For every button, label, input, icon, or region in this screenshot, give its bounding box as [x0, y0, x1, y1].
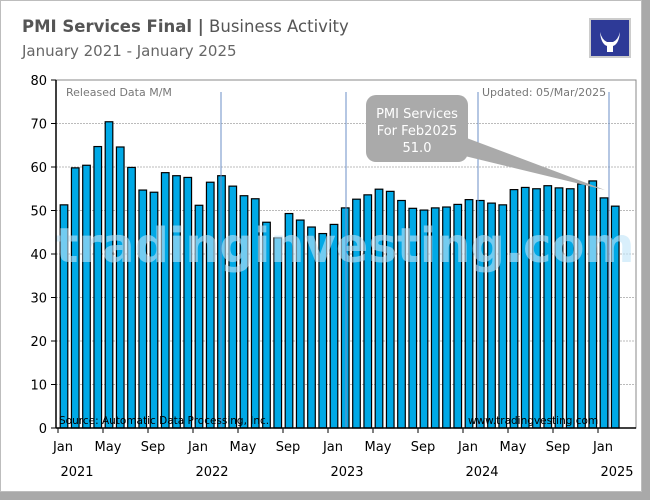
year-label: 2023 [330, 465, 363, 480]
bar-2021-02 [70, 167, 80, 429]
x-tick-label: Sep [141, 440, 166, 455]
callout: PMI Services For Feb2025 51.0 [366, 95, 605, 190]
y-tick-label: 60 [30, 161, 47, 176]
bar-2021-06 [115, 146, 125, 429]
bar-2021-10 [160, 172, 170, 429]
year-label: 2024 [465, 465, 498, 480]
bar-2021-05 [104, 121, 114, 429]
bar-2021-04 [93, 145, 103, 429]
y-tick-label: 30 [30, 292, 47, 307]
y-tick-label: 80 [30, 74, 47, 89]
callout-line-3: 51.0 [403, 141, 432, 156]
x-tick-label: Jan [457, 440, 478, 455]
callout-line-2: For Feb2025 [377, 124, 458, 139]
x-tick-label: Jan [52, 440, 73, 455]
x-tick-label: May [230, 440, 257, 455]
x-tick-label: Sep [411, 440, 436, 455]
y-tick-label: 10 [30, 379, 47, 394]
bar-2021-03 [82, 164, 91, 429]
chart-title: PMI Services Final | Business Activity [22, 17, 349, 36]
x-tick-label: Jan [592, 440, 613, 455]
watermark: tradinginvesting.com [56, 218, 635, 274]
year-label: 2025 [600, 465, 633, 480]
website-label: www.tradingvesting.com [468, 415, 598, 427]
year-label: 2022 [195, 465, 228, 480]
source-label: Source: Automatic Data Processing, Inc. [59, 415, 269, 427]
y-tick-label: 70 [30, 118, 47, 133]
bar-2021-07 [127, 166, 136, 429]
released-label: Released Data M/M [66, 86, 172, 99]
x-tick-label: May [365, 440, 392, 455]
x-tick-label: May [95, 440, 122, 455]
x-tick-label: Sep [276, 440, 301, 455]
y-tick-label: 20 [30, 335, 47, 350]
title-rest: Business Activity [209, 17, 349, 36]
x-tick-label: Jan [322, 440, 343, 455]
year-label: 2021 [60, 465, 93, 480]
chart-subtitle: January 2021 - January 2025 [22, 42, 237, 60]
y-tick-label: 50 [30, 205, 47, 220]
x-tick-label: Jan [187, 440, 208, 455]
y-tick-label: 0 [39, 422, 47, 437]
updated-label: Updated: 05/Mar/2025 [482, 86, 606, 99]
y-tick-label: 40 [30, 248, 47, 263]
bull-head-logo-icon [589, 18, 631, 58]
bar-2021-11 [172, 175, 181, 429]
bar-2021-12 [183, 176, 193, 429]
x-tick-label: Sep [546, 440, 571, 455]
x-tick-label: May [500, 440, 527, 455]
callout-line-1: PMI Services [376, 107, 458, 122]
title-bold: PMI Services Final | [22, 17, 204, 36]
